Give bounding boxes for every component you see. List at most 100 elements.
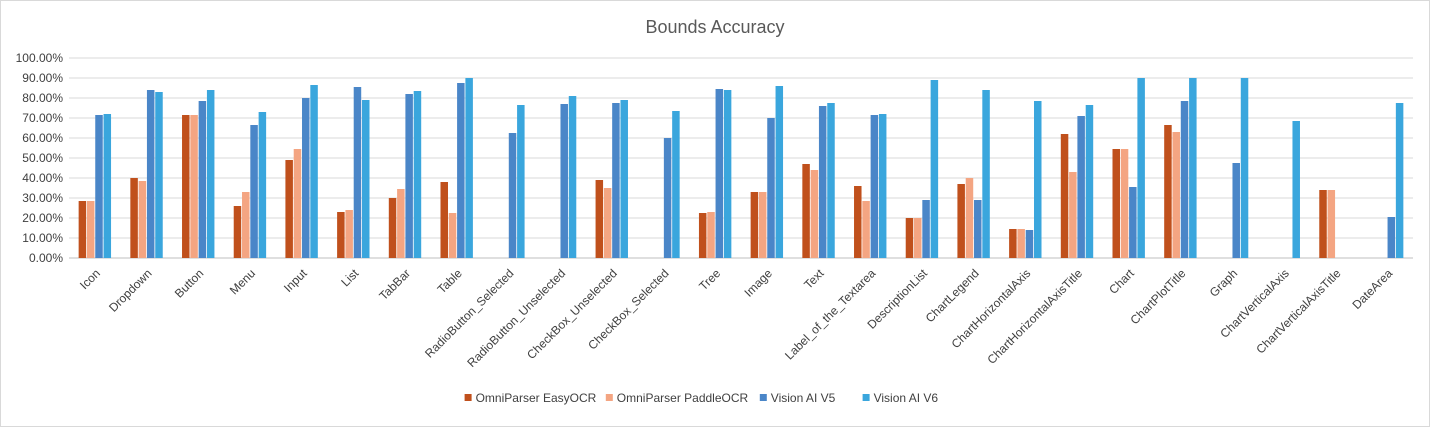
bar (130, 178, 138, 258)
bar (1292, 121, 1300, 258)
x-tick-label: ChartHorizontalAxisTitle (985, 266, 1086, 367)
bar (810, 170, 819, 258)
bar (138, 181, 147, 258)
bar (250, 125, 258, 258)
bars (78, 78, 1404, 258)
bar (750, 192, 759, 258)
bar (862, 201, 870, 258)
bar (78, 201, 87, 258)
bar (930, 80, 939, 258)
bar (957, 184, 965, 258)
y-tick-label: 30.00% (22, 191, 63, 205)
x-tick-label: Table (435, 266, 465, 296)
bar (1180, 101, 1189, 258)
bar (612, 103, 620, 258)
y-tick-label: 50.00% (22, 151, 63, 165)
bar (1172, 132, 1180, 258)
y-tick-label: 60.00% (22, 131, 63, 145)
bar (413, 91, 422, 258)
x-tick-label: Chart (1106, 266, 1137, 297)
bar (182, 115, 190, 258)
x-tick-label: CheckBox_Unselected (524, 266, 620, 362)
y-tick-label: 100.00% (16, 51, 64, 65)
bar (1327, 190, 1336, 258)
y-axis-ticks: 0.00% 10.00% 20.00% 30.00% 40.00% 50.00% 60.00… (16, 51, 64, 265)
bar (337, 212, 345, 258)
legend-swatch (464, 394, 472, 401)
bar (448, 213, 457, 258)
legend-label: OmniParser PaddleOCR (617, 391, 749, 405)
bar (302, 98, 310, 258)
bar (827, 103, 835, 258)
bar (1240, 78, 1249, 258)
bar (603, 188, 612, 258)
bar (818, 106, 827, 258)
bar (1060, 134, 1069, 258)
bar (388, 198, 397, 258)
bar (1189, 78, 1197, 258)
legend-swatch (759, 394, 767, 401)
bar (974, 200, 982, 258)
bar (258, 112, 267, 258)
bar (457, 83, 465, 258)
x-tick-label: TabBar (376, 266, 413, 303)
x-tick-label: Menu (227, 266, 258, 297)
bar (353, 87, 362, 258)
bar (707, 212, 715, 258)
bar (698, 213, 707, 258)
bar (595, 180, 604, 258)
bar (146, 90, 155, 258)
bar (1137, 78, 1145, 258)
bar (802, 164, 810, 258)
bar (922, 200, 930, 258)
bar (86, 201, 95, 258)
bar (663, 138, 672, 258)
bar (1232, 163, 1240, 258)
x-tick-label: Input (281, 266, 310, 295)
bar (1025, 230, 1034, 258)
legend-label: Vision AI V6 (874, 391, 939, 405)
bar (285, 160, 293, 258)
y-tick-label: 70.00% (22, 111, 63, 125)
bar (620, 100, 628, 258)
bar (965, 178, 974, 258)
x-tick-label: Text (801, 266, 827, 292)
x-tick-label: ChartPlotTitle (1128, 266, 1189, 327)
bar (233, 206, 242, 258)
bar (1017, 229, 1025, 258)
bar (758, 192, 767, 258)
bar (310, 85, 318, 258)
bar (1395, 103, 1404, 258)
bar (672, 111, 680, 258)
bar (1164, 125, 1172, 258)
bar (1069, 172, 1077, 258)
bar (345, 210, 353, 258)
bar (465, 78, 473, 258)
legend-swatch (862, 394, 870, 401)
bar (405, 94, 413, 258)
x-tick-label: Tree (696, 266, 723, 293)
y-tick-label: 10.00% (22, 231, 63, 245)
bar (870, 115, 879, 258)
y-tick-label: 90.00% (22, 71, 63, 85)
bar (854, 186, 862, 258)
bar (362, 100, 370, 258)
bar (715, 89, 724, 258)
bar (95, 115, 103, 258)
x-tick-label: Image (741, 266, 775, 300)
gridlines (69, 57, 1413, 259)
x-tick-label: Graph (1207, 266, 1240, 299)
bar (206, 90, 215, 258)
bar (198, 101, 207, 258)
bar (1120, 149, 1129, 258)
legend: OmniParser EasyOCR OmniParser PaddleOCR Vi… (464, 391, 939, 405)
bar (293, 149, 302, 258)
x-tick-label: Dropdown (106, 266, 155, 315)
chart-title: Bounds Accuracy (645, 17, 784, 37)
bar (878, 114, 887, 258)
bar (242, 192, 250, 258)
legend-label: Vision AI V5 (771, 391, 836, 405)
bar (767, 118, 775, 258)
bar (155, 92, 163, 258)
